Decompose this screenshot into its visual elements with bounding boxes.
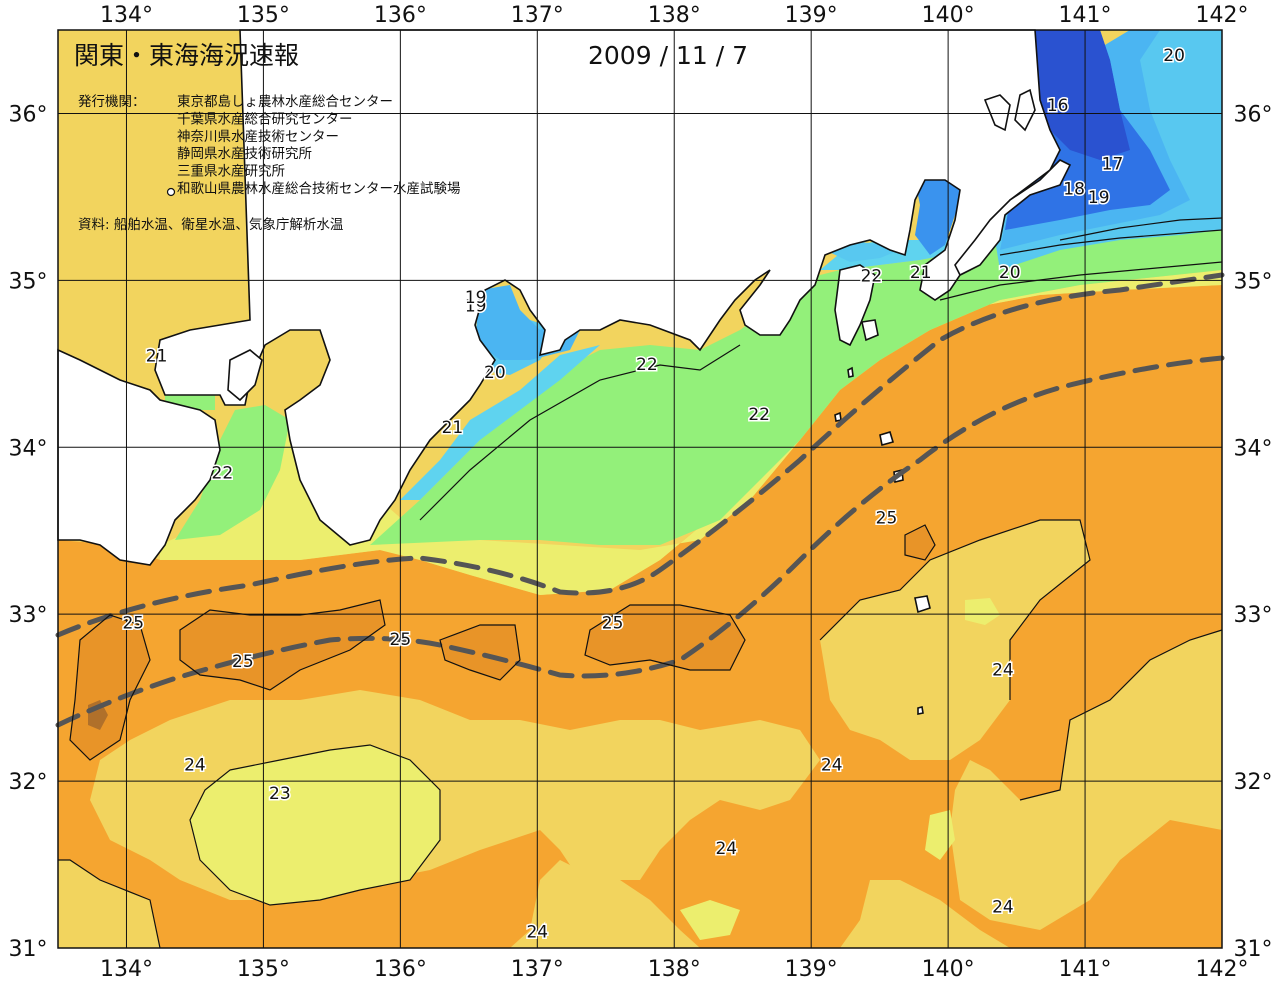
longitude-tick-bottom: 141° [1059, 957, 1112, 980]
kuroshio-axis [55, 272, 1225, 728]
longitude-tick-bottom: 139° [785, 957, 838, 980]
issuer-name: 神奈川県水産技術センター [177, 129, 339, 145]
contour-label: 24 [526, 922, 548, 942]
issuer-name: 静岡県水産技術研究所 [177, 146, 312, 162]
contour-label: 25 [390, 630, 412, 650]
latitude-tick-right: 35° [1234, 269, 1273, 294]
longitude-tick-bottom: 140° [922, 957, 975, 980]
contour-label: 21 [910, 263, 932, 283]
sea-area-21 [400, 345, 600, 500]
contour-label: 25 [602, 614, 624, 634]
latitude-tick-right: 33° [1234, 603, 1273, 628]
contour-label: 24 [184, 755, 206, 775]
contour-label: 20 [484, 363, 506, 383]
longitude-tick-top: 134° [100, 3, 153, 28]
latitude-ticks-left: 31° 32° 33° 34° 35° 36° [9, 102, 48, 962]
issuer-name: 三重県水産研究所 [177, 164, 285, 180]
map-frame [57, 29, 1223, 949]
contour-label: 21 [442, 418, 464, 438]
sea-area-23-small [680, 900, 740, 940]
sea-area-26 [585, 605, 745, 670]
contour-label: 22 [636, 355, 658, 375]
contour-label: 25 [232, 652, 254, 672]
longitude-tick-bottom: 142° [1196, 957, 1249, 980]
longitude-tick-top: 138° [648, 3, 701, 28]
contour-label: 22 [861, 266, 883, 286]
land-mass [57, 29, 1072, 715]
sea-area-16-ne [1035, 30, 1130, 160]
contour-label: 22 [212, 463, 234, 483]
longitude-tick-bottom: 138° [648, 957, 701, 980]
longitude-tick-top: 136° [374, 3, 427, 28]
issuer-name: 東京都島しょ農林水産総合センター [177, 94, 393, 110]
issuer-list: 東京都島しょ農林水産総合センター千葉県水産総合研究センター神奈川県水産技術センタ… [177, 94, 461, 197]
sea-area-26 [180, 600, 385, 690]
longitude-tick-top: 142° [1196, 3, 1249, 28]
isotherm-lines [58, 217, 1223, 949]
contour-label: 20 [1163, 46, 1185, 66]
longitude-tick-top: 135° [237, 3, 290, 28]
latitude-tick-right: 36° [1234, 102, 1273, 127]
latitude-tick-right: 34° [1234, 436, 1273, 461]
sea-area-26 [440, 625, 520, 680]
longitude-tick-bottom: 137° [511, 957, 564, 980]
sea-area-24-pocket [820, 520, 1090, 760]
latitude-tick-left: 32° [9, 770, 48, 795]
issuer-label: 発行機関： [78, 94, 146, 110]
map-title: 関東・東海海況速報 [74, 41, 299, 70]
latitude-tick-left: 35° [9, 269, 48, 294]
latitude-tick-left: 36° [9, 102, 48, 127]
contour-label: 19 [465, 288, 487, 308]
latitude-tick-right: 31° [1234, 937, 1273, 962]
contour-label: 21 [146, 346, 168, 366]
longitude-tick-top: 137° [511, 3, 564, 28]
longitude-tick-bottom: 136° [374, 957, 427, 980]
longitude-tick-top: 141° [1059, 3, 1112, 28]
latitude-ticks-right: 31° 32° 33° 34° 35° 36° [1234, 102, 1273, 962]
contour-label: 24 [821, 755, 843, 775]
contour-label: 24 [992, 897, 1014, 917]
longitude-tick-top: 140° [922, 3, 975, 28]
latitude-tick-left: 34° [9, 436, 48, 461]
longitude-tick-bottom: 135° [237, 957, 290, 980]
data-source: 資料: 船舶水温、衛星水温、気象庁解析水温 [78, 217, 343, 233]
contour-label: 25 [876, 508, 898, 528]
contour-label: 16 [1047, 96, 1069, 116]
contour-label: 24 [715, 839, 737, 859]
contour-label: 23 [269, 784, 291, 804]
issuer-name: 和歌山県農林水産総合技術センター水産試験場 [177, 181, 461, 197]
contour-label: 19 [465, 296, 487, 316]
longitude-ticks-top: 134° 135° 136° 137° 138° 139° 140° 141° 142° [100, 3, 1249, 28]
longitude-ticks-bottom: 134° 135° 136° 137° 138° 139° 140° 141° 142° [100, 957, 1249, 982]
issuer-name: 千葉県水産総合研究センター [177, 111, 353, 127]
map-date: 2009 / 11 / 7 [588, 41, 748, 70]
contour-label: 22 [748, 405, 770, 425]
latitude-tick-left: 31° [9, 937, 48, 962]
contour-label: 25 [122, 614, 144, 634]
latitude-tick-left: 33° [9, 603, 48, 628]
sea-area-26 [905, 525, 935, 560]
issuer-marker-icon [166, 187, 176, 197]
longitude-tick-bottom: 134° [100, 957, 153, 980]
contour-label: 18 [1063, 180, 1085, 200]
sea-area-22 [175, 405, 290, 540]
sea-area-18-tokyo [915, 175, 965, 255]
sea-area-23 [190, 745, 440, 905]
contour-label: 24 [992, 660, 1014, 680]
longitude-tick-top: 139° [785, 3, 838, 28]
sea-area-23-small [925, 810, 955, 860]
contour-label: 19 [1088, 188, 1110, 208]
latitude-tick-right: 32° [1234, 770, 1273, 795]
contour-label: 17 [1102, 155, 1124, 175]
contour-label: 20 [999, 263, 1021, 283]
sea-area-22 [370, 230, 1222, 545]
sea-area-23-small [965, 598, 1000, 625]
